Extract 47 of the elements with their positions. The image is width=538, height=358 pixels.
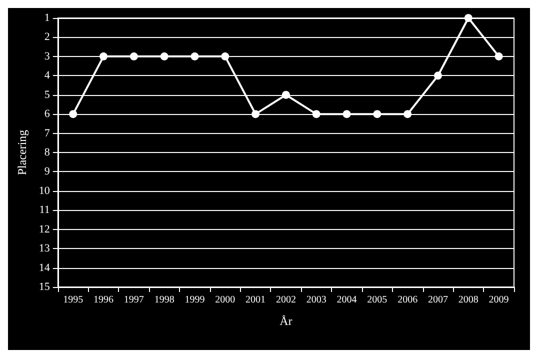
x-tick-label: 2007 <box>428 294 448 306</box>
y-tick-label: 2 <box>44 31 50 44</box>
y-tick-label: 1 <box>44 12 50 24</box>
point <box>373 110 382 118</box>
x-tick-label: 1998 <box>154 294 174 306</box>
point <box>130 52 138 60</box>
y-tick-label: 11 <box>39 204 50 216</box>
point <box>190 52 199 60</box>
point <box>69 110 78 118</box>
x-axis-title: År <box>280 314 292 328</box>
point <box>312 110 320 118</box>
point <box>464 14 472 22</box>
y-tick-label: 10 <box>38 184 50 197</box>
y-tick-label: 8 <box>44 146 50 158</box>
x-tick-label: 1997 <box>124 294 144 306</box>
point <box>100 52 108 60</box>
x-tick-label: 1999 <box>184 294 205 306</box>
point <box>160 52 168 60</box>
x-tick-label: 2001 <box>246 294 266 306</box>
x-tick-label: 2008 <box>458 294 478 306</box>
y-axis-title: Placering <box>15 130 29 176</box>
x-tick-label: 2000 <box>215 294 236 306</box>
y-tick-label: 14 <box>38 262 50 274</box>
point <box>494 52 503 60</box>
x-tick-label: 2002 <box>276 294 296 306</box>
point <box>434 72 442 80</box>
x-tick-label: 2009 <box>488 294 509 306</box>
point <box>282 90 290 99</box>
y-tick-label: 13 <box>38 242 50 255</box>
y-tick-label: 12 <box>38 223 50 236</box>
point <box>404 110 412 118</box>
y-tick-label: 15 <box>38 281 50 293</box>
point <box>342 110 351 118</box>
x-tick-label: 2003 <box>306 294 326 306</box>
point <box>221 52 230 60</box>
x-tick-label: 2006 <box>398 294 418 306</box>
y-tick-label: 3 <box>44 50 50 62</box>
y-tick-label: 5 <box>44 88 50 101</box>
y-tick-label: 9 <box>44 166 50 178</box>
x-tick-label: 2005 <box>367 294 388 306</box>
x-tick-label: 1995 <box>63 294 84 306</box>
point <box>252 110 260 118</box>
x-tick-label: 2004 <box>336 294 357 306</box>
x-tick-label: 1996 <box>94 294 114 306</box>
y-tick-label: 6 <box>44 108 50 120</box>
y-tick-label: 4 <box>44 70 50 82</box>
y-tick-label: 7 <box>44 127 50 140</box>
